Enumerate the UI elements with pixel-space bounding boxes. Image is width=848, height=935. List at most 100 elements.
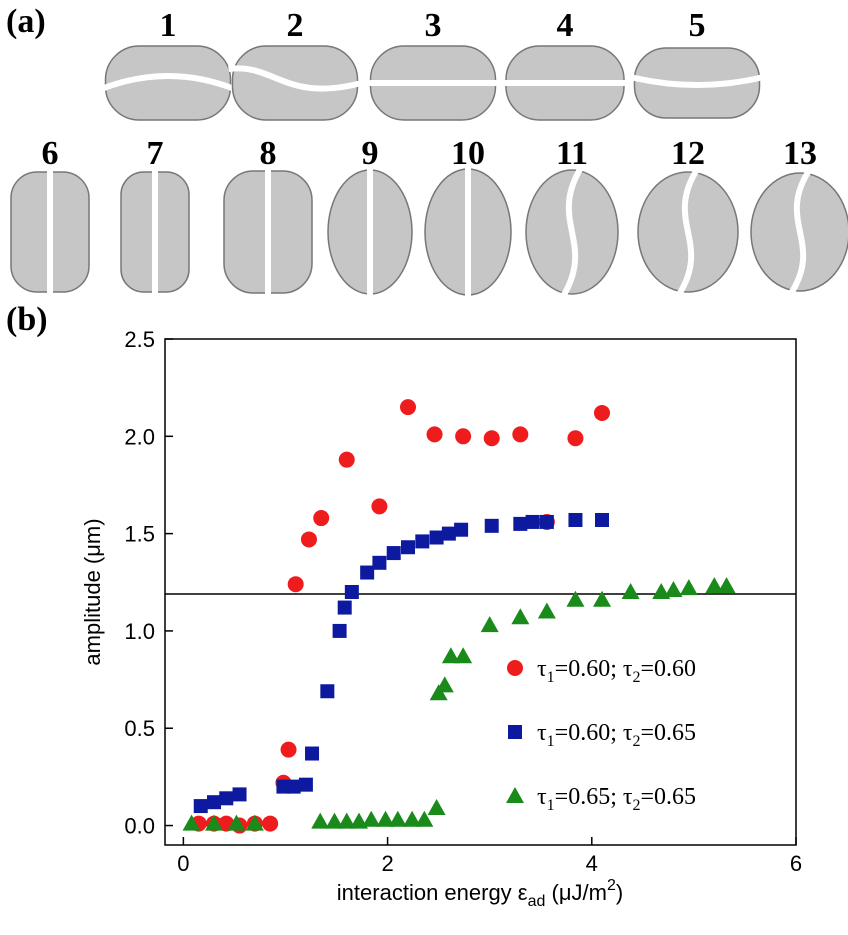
- point: [298, 777, 313, 792]
- shape-gap: [100, 73, 236, 92]
- panel-a-label: (a): [6, 3, 46, 40]
- point: [362, 810, 381, 827]
- legend-entry: τ1=0.65; τ2=0.65: [537, 784, 696, 814]
- point: [360, 565, 375, 580]
- x-label-part: interaction energy ε: [337, 880, 528, 905]
- legend-text: =0.65: [641, 720, 697, 746]
- point: [182, 814, 201, 831]
- shape-gap: [787, 167, 813, 297]
- point: [537, 602, 556, 619]
- point: [717, 577, 736, 594]
- legend-text: =0.60: [641, 656, 697, 682]
- legend-text: =0.60; τ: [555, 720, 633, 746]
- legend-entry: τ1=0.60; τ2=0.65: [537, 720, 696, 750]
- point: [325, 812, 344, 829]
- legend-text: =0.65; τ: [555, 784, 633, 810]
- point: [441, 526, 456, 541]
- shape-gap: [675, 166, 701, 298]
- legend-subscript: 2: [633, 669, 641, 686]
- shape-number: 5: [689, 7, 706, 44]
- point: [513, 516, 528, 531]
- shape-number: 4: [557, 7, 574, 44]
- shape-number: 8: [260, 135, 277, 172]
- x-axis-label: interaction energy εad (μJ/m2): [337, 877, 623, 910]
- shape-number: 9: [362, 135, 379, 172]
- point: [429, 530, 444, 545]
- point: [287, 576, 304, 593]
- point: [705, 577, 724, 594]
- point: [441, 647, 460, 664]
- point: [593, 590, 612, 607]
- point: [320, 684, 335, 699]
- legend-marker: [507, 660, 523, 676]
- point: [595, 512, 610, 527]
- point: [337, 812, 356, 829]
- point: [313, 510, 330, 527]
- y-axis-label: amplitude (μm): [80, 518, 105, 665]
- point: [388, 810, 407, 827]
- legend-subscript: 1: [547, 733, 555, 750]
- point: [338, 451, 355, 468]
- point: [280, 741, 297, 758]
- point: [454, 522, 469, 537]
- point: [539, 514, 554, 529]
- point: [567, 430, 584, 447]
- legend-subscript: 1: [547, 797, 555, 814]
- shape-gap: [629, 74, 765, 88]
- point: [454, 647, 473, 664]
- point: [415, 810, 434, 827]
- legend-entry: τ1=0.60; τ2=0.60: [537, 656, 696, 686]
- point: [219, 791, 234, 806]
- point: [621, 583, 640, 599]
- point: [305, 746, 320, 761]
- shape-number: 3: [425, 7, 442, 44]
- x-label-sub: ad: [528, 893, 546, 910]
- point: [401, 540, 416, 555]
- point: [483, 430, 500, 447]
- point: [286, 779, 301, 794]
- point: [403, 810, 422, 827]
- y-tick-label: 1.5: [124, 522, 155, 547]
- x-tick-label: 6: [790, 851, 802, 876]
- y-tick-label: 1.0: [124, 619, 155, 644]
- shape-number: 6: [42, 135, 59, 172]
- shape-outline: [104, 45, 232, 121]
- point: [371, 498, 388, 515]
- point: [386, 546, 401, 561]
- legend-marker: [508, 725, 522, 739]
- point: [245, 814, 264, 831]
- shape-gap: [559, 164, 585, 300]
- point: [376, 810, 395, 827]
- point: [566, 590, 585, 607]
- point: [193, 799, 208, 814]
- x-tick-label: 0: [177, 851, 189, 876]
- legend-subscript: 1: [547, 669, 555, 686]
- point: [455, 428, 472, 445]
- legend-marker: [506, 787, 524, 803]
- point: [415, 534, 430, 549]
- point: [511, 608, 530, 625]
- point: [344, 585, 359, 599]
- point: [512, 426, 529, 443]
- point: [426, 426, 443, 443]
- point: [664, 581, 683, 598]
- x-label-part: ): [616, 880, 623, 905]
- point: [372, 555, 387, 570]
- point: [205, 814, 224, 831]
- point: [311, 812, 330, 829]
- y-tick-label: 2.0: [124, 424, 155, 449]
- shape-number: 13: [783, 135, 817, 172]
- shape-number: 12: [671, 135, 705, 172]
- point: [679, 579, 698, 596]
- x-label-sup: 2: [607, 877, 616, 894]
- legend-text: τ: [537, 720, 547, 746]
- point: [484, 518, 499, 533]
- plot-frame: [164, 338, 797, 846]
- point: [427, 799, 446, 816]
- legend-text: =0.65: [641, 784, 697, 810]
- point: [594, 404, 611, 421]
- x-label-part: (μJ/m: [545, 880, 607, 905]
- point: [207, 795, 222, 810]
